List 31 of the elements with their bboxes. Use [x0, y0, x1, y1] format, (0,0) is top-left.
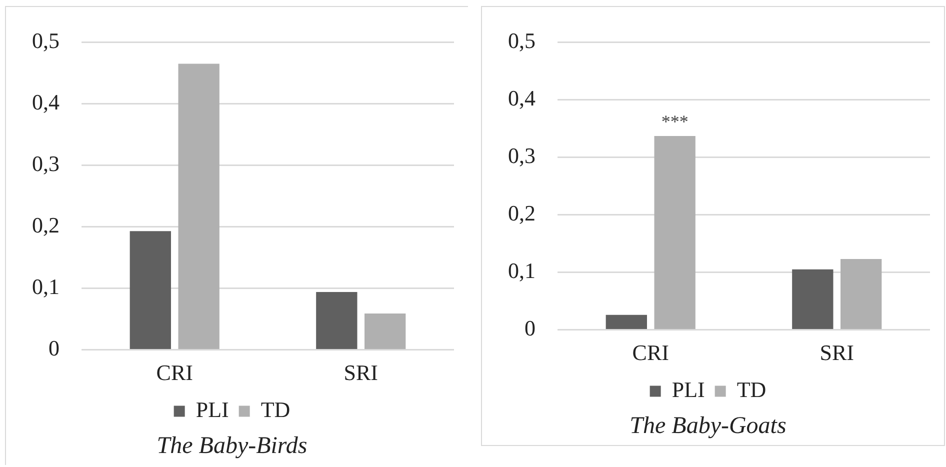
y-tick-label: 0,2: [32, 212, 60, 238]
y-tick-label: 0: [48, 336, 60, 361]
legend-label: PLI: [672, 376, 705, 402]
bar: [178, 64, 220, 350]
y-tick-label: 0,5: [32, 28, 60, 53]
y-tick-label: 0,5: [508, 28, 536, 53]
text: The Baby-Goats: [630, 412, 786, 439]
text: The Baby-Birds: [156, 432, 308, 459]
x-tick-label: CRI: [156, 360, 193, 385]
y-tick-label: 0,3: [32, 151, 60, 176]
y-tick-label: 0,4: [508, 86, 536, 110]
legend-label: TD: [260, 396, 290, 422]
y-tick-label: 0,4: [32, 90, 60, 114]
x-tick-label: SRI: [344, 360, 378, 385]
x-tick-label: SRI: [820, 340, 854, 365]
y-tick-label: 0,3: [508, 143, 536, 168]
bar: [606, 314, 647, 330]
y-tick-label: 0,2: [508, 200, 536, 226]
legend-label: PLI: [196, 396, 229, 422]
annotation: ***: [661, 112, 688, 132]
bar: [792, 269, 834, 330]
bar: [130, 231, 171, 350]
bar: [654, 136, 696, 330]
x-tick-label: CRI: [632, 340, 669, 365]
bar: [840, 259, 882, 330]
bar: [364, 314, 406, 350]
bar: [316, 292, 358, 350]
y-tick-label: 0: [524, 316, 536, 341]
y-tick-label: 0,1: [32, 274, 60, 300]
legend-label: TD: [736, 376, 766, 402]
y-tick-label: 0,1: [508, 258, 536, 284]
